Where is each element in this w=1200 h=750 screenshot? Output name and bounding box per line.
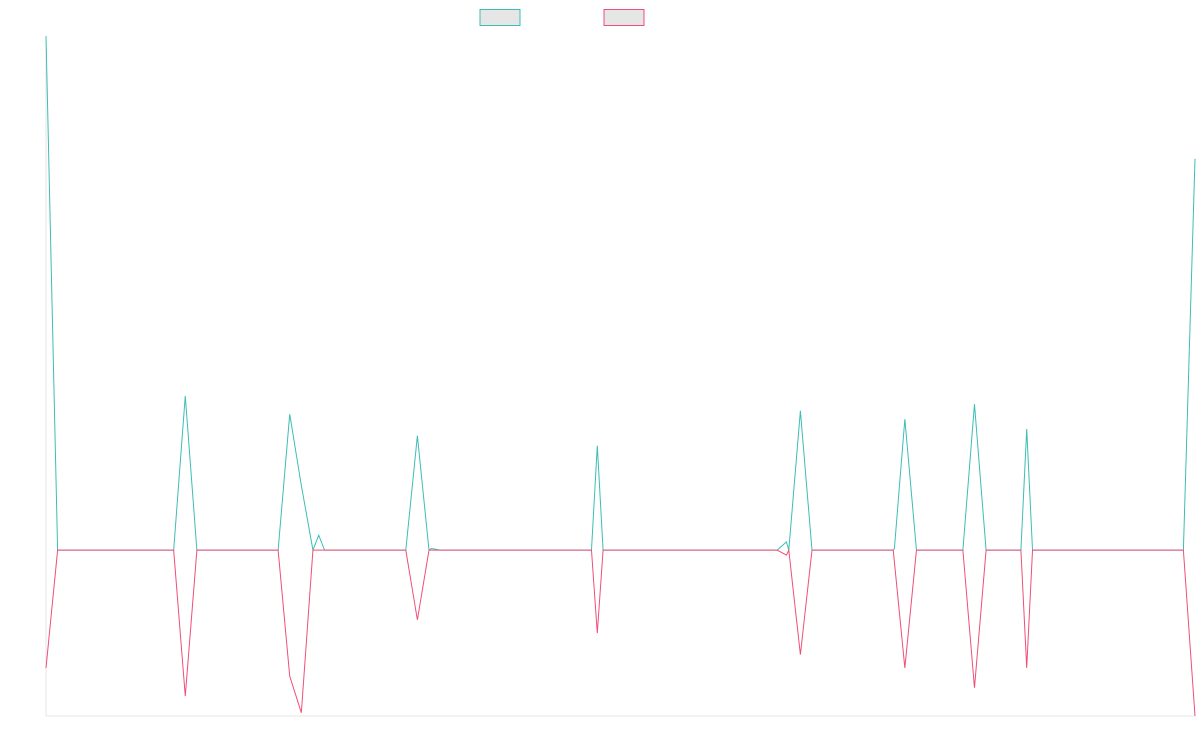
axes	[45, 36, 1195, 717]
legend	[479, 9, 645, 26]
legend-swatch-1	[479, 9, 521, 26]
series-line-1	[45, 35, 1196, 552]
series-line-2	[45, 548, 1196, 717]
series-lines	[45, 35, 1196, 717]
legend-swatch-2	[603, 9, 645, 26]
